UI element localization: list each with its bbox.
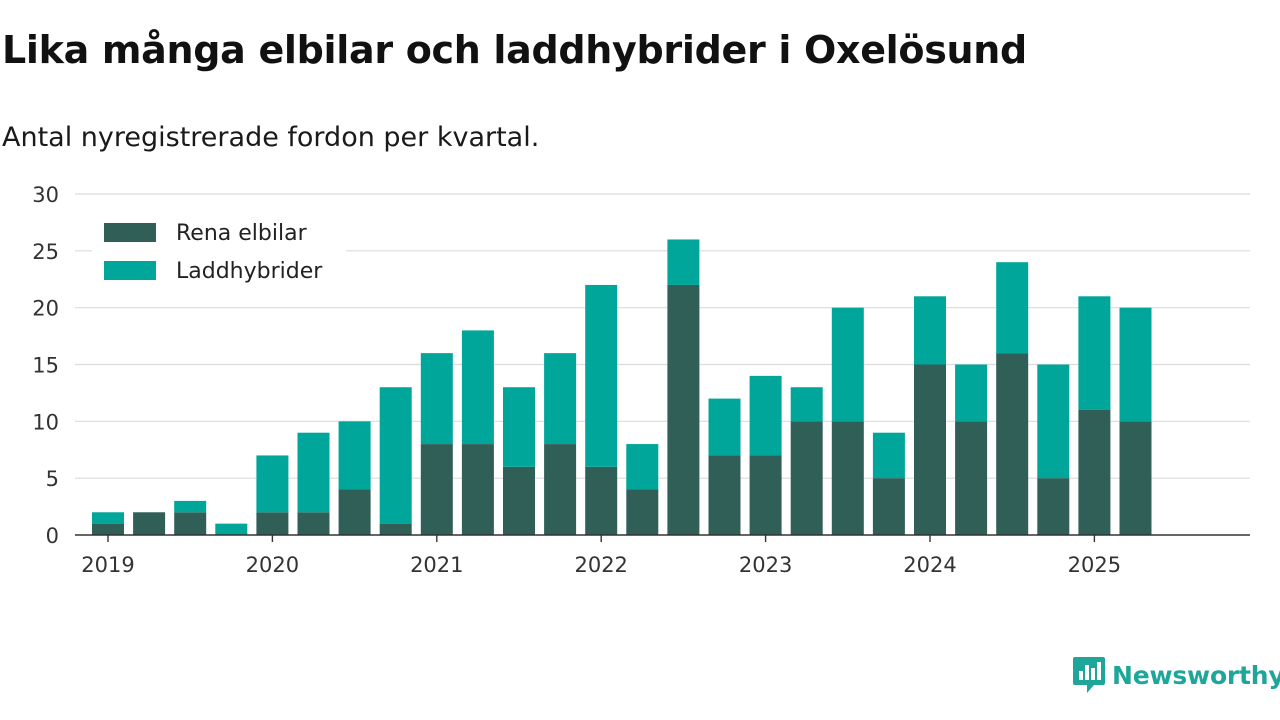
bar-laddhybrider-2020-q3 — [338, 421, 371, 490]
bar-laddhybrider-2019-q1 — [92, 512, 124, 524]
bar-rena-elbilar-2021-q2 — [461, 444, 494, 535]
bar-laddhybrider-2021-q2 — [461, 330, 494, 445]
bar-rena-elbilar-2025-q2 — [1119, 421, 1152, 535]
chart-subtitle: Antal nyregistrerade fordon per kvartal. — [2, 122, 540, 153]
bar-laddhybrider-2024-q1 — [914, 296, 946, 365]
bar-laddhybrider-2023-q1 — [749, 375, 782, 456]
brand-name: Newsworthy — [1112, 660, 1280, 690]
y-tick-label: 0 — [46, 524, 59, 548]
bar-laddhybrider-2024-q4 — [1037, 364, 1070, 479]
bar-rena-elbilar-2019-q1 — [92, 523, 124, 535]
bar-laddhybrider-2023-q2 — [790, 387, 823, 422]
legend-label-rena-elbilar: Rena elbilar — [176, 221, 308, 246]
x-tick-label: 2021 — [410, 553, 463, 577]
bar-rena-elbilar-2024-q2 — [955, 421, 988, 535]
x-tick-label: 2022 — [574, 553, 627, 577]
brand-logo: Newsworthy — [1072, 655, 1280, 695]
bar-laddhybrider-2021-q1 — [420, 353, 453, 445]
bar-laddhybrider-2024-q3 — [996, 262, 1029, 354]
bar-rena-elbilar-2023-q1 — [749, 455, 782, 535]
y-tick-label: 20 — [32, 297, 59, 321]
legend-swatch-laddhybrider — [104, 261, 156, 280]
bar-rena-elbilar-2022-q2 — [626, 489, 659, 535]
bar-laddhybrider-2022-q1 — [585, 284, 618, 467]
bar-laddhybrider-2020-q1 — [256, 455, 289, 513]
bar-laddhybrider-2025-q2 — [1119, 307, 1152, 422]
bar-rena-elbilar-2020-q4 — [379, 523, 412, 535]
bar-rena-elbilar-2021-q1 — [420, 444, 453, 535]
bar-rena-elbilar-2024-q3 — [996, 353, 1029, 535]
x-tick-label: 2020 — [246, 553, 299, 577]
bar-layer — [92, 239, 1152, 535]
bar-laddhybrider-2022-q2 — [626, 444, 659, 490]
bar-rena-elbilar-2022-q1 — [585, 466, 618, 535]
bar-laddhybrider-2022-q3 — [667, 239, 700, 285]
legend: Rena elbilar Laddhybrider — [92, 214, 346, 292]
bar-rena-elbilar-2023-q4 — [872, 478, 905, 535]
bar-rena-elbilar-2022-q4 — [708, 455, 741, 535]
legend-label-laddhybrider: Laddhybrider — [176, 259, 323, 284]
y-tick-label: 10 — [32, 410, 59, 434]
bar-laddhybrider-2022-q4 — [708, 398, 741, 456]
bar-laddhybrider-2020-q4 — [379, 387, 412, 524]
bar-laddhybrider-2023-q4 — [872, 432, 905, 479]
chart-title: Lika många elbilar och laddhybrider i Ox… — [2, 28, 1027, 72]
x-tick-label: 2023 — [739, 553, 792, 577]
bar-laddhybrider-2021-q3 — [503, 387, 535, 467]
bar-rena-elbilar-2021-q3 — [503, 466, 535, 535]
bar-laddhybrider-2020-q2 — [297, 432, 330, 513]
bar-rena-elbilar-2023-q3 — [831, 421, 864, 535]
bar-rena-elbilar-2019-q2 — [133, 512, 166, 535]
bar-laddhybrider-2023-q3 — [831, 307, 864, 422]
bar-rena-elbilar-2023-q2 — [790, 421, 823, 535]
y-tick-label: 5 — [46, 467, 59, 491]
bar-laddhybrider-2019-q4 — [215, 523, 248, 535]
bar-rena-elbilar-2020-q2 — [297, 512, 330, 535]
legend-swatch-rena-elbilar — [104, 223, 156, 242]
bar-rena-elbilar-2025-q1 — [1078, 409, 1111, 535]
x-tick-label: 2019 — [81, 553, 134, 577]
x-tick-label: 2025 — [1068, 553, 1121, 577]
bar-laddhybrider-2025-q1 — [1078, 296, 1111, 410]
bar-laddhybrider-2019-q3 — [174, 500, 207, 513]
bar-rena-elbilar-2020-q1 — [256, 512, 289, 535]
bar-laddhybrider-2021-q4 — [544, 353, 577, 445]
bar-laddhybrider-2024-q2 — [955, 364, 988, 422]
y-tick-label: 15 — [32, 354, 59, 378]
y-tick-label: 25 — [32, 240, 59, 264]
newsworthy-logo-icon — [1073, 657, 1105, 693]
y-tick-label: 30 — [32, 183, 59, 207]
x-tick-label: 2024 — [903, 553, 956, 577]
bar-rena-elbilar-2020-q3 — [338, 489, 371, 535]
bar-rena-elbilar-2024-q4 — [1037, 478, 1070, 535]
bar-rena-elbilar-2021-q4 — [544, 444, 577, 535]
bar-rena-elbilar-2019-q3 — [174, 512, 207, 535]
bar-rena-elbilar-2024-q1 — [914, 364, 946, 535]
bar-rena-elbilar-2022-q3 — [667, 284, 700, 535]
